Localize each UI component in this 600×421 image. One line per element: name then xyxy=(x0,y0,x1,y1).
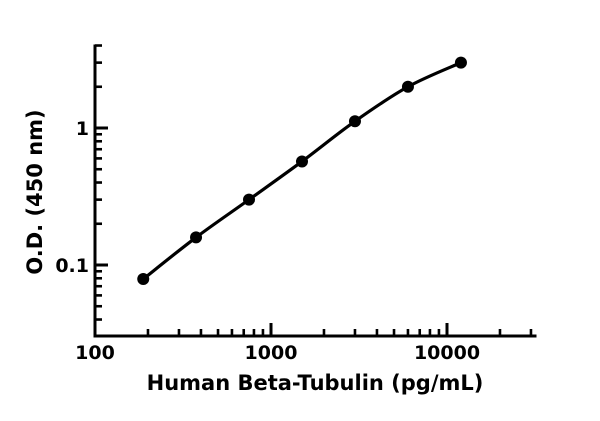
data-point-marker xyxy=(137,273,150,286)
data-point-marker xyxy=(401,80,414,93)
x-axis-ticks xyxy=(93,323,533,336)
x-axis-tick-labels: 100 1000 10000 xyxy=(75,342,480,364)
y-tick-label: 0.1 xyxy=(55,255,89,277)
data-point-marker xyxy=(243,193,256,206)
x-tick-label: 10000 xyxy=(414,342,480,364)
data-series xyxy=(137,56,467,286)
x-tick-label: 100 xyxy=(75,342,115,364)
standard-curve-line xyxy=(141,61,463,281)
data-point-markers xyxy=(137,56,467,286)
x-tick-label: 1000 xyxy=(245,342,298,364)
axes xyxy=(93,44,537,338)
data-point-marker xyxy=(295,155,308,168)
y-axis-ticks xyxy=(95,44,108,321)
data-point-marker xyxy=(190,231,203,244)
data-point-marker xyxy=(348,115,361,128)
y-axis-title: O.D. (450 nm) xyxy=(23,109,47,274)
data-point-marker xyxy=(454,56,467,69)
y-axis-tick-labels: 0.11 xyxy=(55,118,89,277)
y-tick-label: 1 xyxy=(76,118,89,140)
x-axis-title: Human Beta-Tubulin (pg/mL) xyxy=(147,371,484,395)
